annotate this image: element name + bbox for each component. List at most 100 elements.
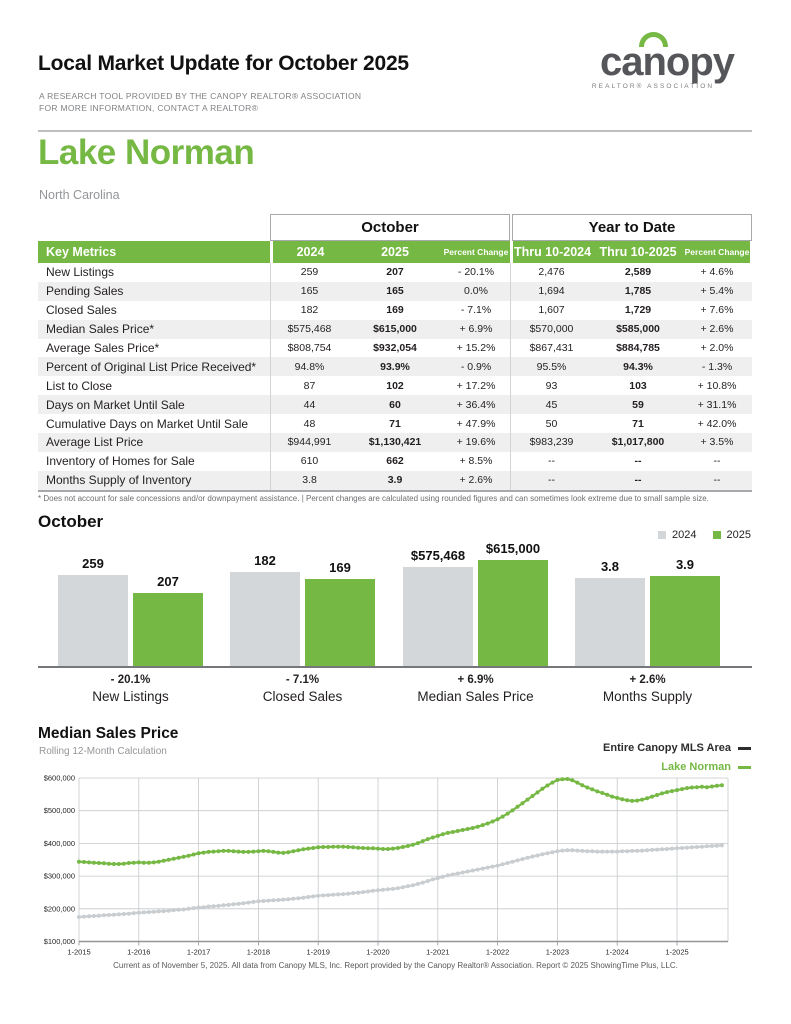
series-point xyxy=(311,894,316,899)
series-point xyxy=(480,866,485,871)
series-point xyxy=(276,850,281,855)
series-point xyxy=(585,785,590,790)
series-point xyxy=(405,844,410,848)
metric-value: 3.8 xyxy=(270,470,348,490)
metric-label: Median Sales Price* xyxy=(46,322,155,337)
series-point xyxy=(425,837,430,842)
table-row: Closed Sales 182 169 - 7.1% 1,607 1,729 + 7.6% xyxy=(38,300,752,320)
series-point xyxy=(141,860,146,865)
metric-value: 2,476 xyxy=(510,263,592,282)
series-point xyxy=(286,850,291,855)
metric-value: 93.9% xyxy=(380,360,410,373)
series-point xyxy=(77,859,81,864)
bar-percent-change: + 6.9% xyxy=(457,674,494,686)
series-point xyxy=(455,871,460,876)
col-header-ytd-pct-change: Percent Change xyxy=(684,241,750,263)
series-point xyxy=(704,844,709,849)
series-point xyxy=(689,785,694,790)
series-line-entire-canopy xyxy=(78,844,722,919)
x-axis-label: 1-2023 xyxy=(546,948,569,957)
metric-value: -- xyxy=(634,474,642,487)
metric-label: Percent of Original List Price Received* xyxy=(46,359,257,374)
series-point xyxy=(580,848,585,853)
series-point xyxy=(251,849,256,854)
series-point xyxy=(371,846,375,851)
series-point xyxy=(106,913,111,917)
series-point xyxy=(366,846,370,851)
bar-2024 xyxy=(58,575,128,666)
series-point xyxy=(625,798,630,803)
col-header-pct-change: Percent Change xyxy=(442,241,510,263)
metric-value: - 7.1% xyxy=(460,304,492,317)
series-point xyxy=(256,849,261,854)
series-point xyxy=(221,903,226,908)
table-row: List to Close 87 102 + 17.2% 93 103 + 10.8% xyxy=(38,376,752,396)
metric-value: $575,468 xyxy=(270,319,348,339)
series-point xyxy=(206,849,211,854)
metric-label: Months Supply of Inventory xyxy=(46,473,192,488)
metric-value: + 36.4% xyxy=(456,398,496,411)
metric-value: + 42.0% xyxy=(697,417,737,430)
report-subtitle-line1: A RESEARCH TOOL PROVIDED BY THE CANOPY R… xyxy=(39,91,362,101)
metric-label: Inventory of Homes for Sale xyxy=(46,454,195,469)
series-point xyxy=(495,817,500,822)
series-point xyxy=(316,893,321,898)
bar-value-label: 169 xyxy=(329,560,351,575)
series-point xyxy=(351,845,356,850)
series-point xyxy=(266,849,271,854)
key-metrics-header: Key Metrics xyxy=(38,241,270,263)
series-point xyxy=(525,855,530,860)
series-point xyxy=(425,879,430,883)
series-point xyxy=(440,874,445,879)
series-point xyxy=(635,798,640,803)
series-point xyxy=(520,857,525,862)
table-group-header-october: October xyxy=(270,214,510,241)
series-point xyxy=(77,915,81,919)
series-point xyxy=(231,902,236,907)
metric-value: 71 xyxy=(389,417,401,430)
line-chart-subtitle: Rolling 12-Month Calculation xyxy=(39,746,167,757)
metric-value: -- xyxy=(713,455,721,468)
series-point xyxy=(694,845,699,849)
metric-value: 662 xyxy=(386,455,404,468)
bar-percent-change: - 7.1% xyxy=(285,674,320,686)
series-point xyxy=(595,849,600,854)
legend-lake-norman: Lake Norman xyxy=(603,758,751,777)
metric-value: + 2.6% xyxy=(459,474,493,487)
series-point xyxy=(226,902,231,907)
metric-value: - 1.3% xyxy=(701,360,733,373)
series-point xyxy=(101,861,106,866)
series-point xyxy=(575,780,580,785)
y-axis-label: $200,000 xyxy=(44,904,75,913)
bar-value-label: $575,468 xyxy=(410,548,466,563)
series-point xyxy=(395,846,400,850)
series-point xyxy=(719,843,724,848)
series-point xyxy=(296,896,301,901)
series-point xyxy=(111,862,116,866)
metric-value: 71 xyxy=(632,417,644,430)
series-point xyxy=(510,859,515,864)
series-point xyxy=(465,827,470,831)
table-row: Days on Market Until Sale 44 60 + 36.4% 45 59… xyxy=(38,395,752,415)
series-point xyxy=(306,846,311,851)
series-point xyxy=(450,872,455,877)
series-point xyxy=(271,849,276,854)
series-point xyxy=(605,849,610,854)
series-point xyxy=(630,848,635,853)
y-axis-label: $600,000 xyxy=(44,774,75,783)
series-point xyxy=(610,849,615,854)
series-point xyxy=(600,791,605,795)
series-point xyxy=(236,901,241,906)
series-point xyxy=(336,844,341,849)
bar-category-label: New Listings xyxy=(92,689,169,704)
col-header-thru-2025: Thru 10-2025 xyxy=(592,241,684,263)
x-axis-label: 1-2020 xyxy=(366,948,389,957)
series-point xyxy=(361,890,366,895)
series-point xyxy=(500,814,505,819)
metric-value: 45 xyxy=(510,395,592,415)
series-point xyxy=(126,911,131,916)
series-point xyxy=(580,783,585,788)
series-point xyxy=(176,855,181,860)
metric-value: $585,000 xyxy=(616,323,660,336)
metric-value: $570,000 xyxy=(510,319,592,339)
